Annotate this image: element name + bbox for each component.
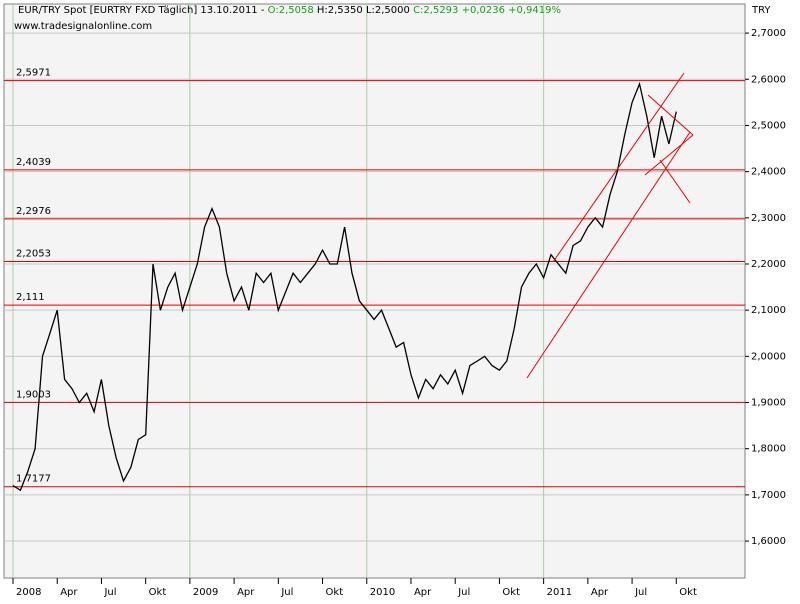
- chart-title: EUR/TRY Spot [EURTRY FXD Täglich] 13.10.…: [18, 5, 561, 16]
- x-tick-label: 2011: [547, 587, 572, 598]
- y-tick-label: 2,0000: [751, 351, 786, 362]
- x-tick-label: Apr: [414, 587, 432, 598]
- wedge-tail: [659, 159, 691, 204]
- y-tick-label: 1,7000: [751, 490, 786, 501]
- y-tick-label: 1,9000: [751, 398, 786, 409]
- y-tick-label: 2,7000: [751, 28, 786, 39]
- x-tick-label: Jul: [634, 587, 647, 598]
- level-label: 2,4039: [16, 157, 51, 168]
- y-tick-label: 2,1000: [751, 305, 786, 316]
- x-tick-label: Jul: [457, 587, 470, 598]
- grid: [4, 4, 745, 578]
- level-label: 2,2976: [16, 206, 51, 217]
- level-label: 1,9003: [16, 389, 51, 400]
- title-part: EUR/TRY Spot [EURTRY FXD Täglich] 13.10.…: [18, 5, 268, 16]
- x-tick-label: Jul: [280, 587, 293, 598]
- wedge-upper: [647, 94, 694, 136]
- x-tick-label: 2010: [370, 587, 395, 598]
- level-label: 2,111: [16, 292, 45, 303]
- axes: 1,6000 1,7000 1,8000 1,9000 2,0000 2,1000 2,20…: [12, 28, 786, 598]
- x-tick-label: Apr: [591, 587, 609, 598]
- channel-lower: [526, 131, 691, 379]
- trend-channel: [526, 72, 694, 379]
- y-tick-label: 1,6000: [751, 536, 786, 547]
- level-label: 2,5971: [16, 68, 51, 79]
- level-label: 1,7177: [16, 474, 51, 485]
- title-part: H:2,5350 L:2,5000: [314, 5, 413, 16]
- plot-area: [3, 3, 746, 579]
- level-label: 2,2053: [16, 249, 51, 260]
- title-part: O:2,5058: [268, 5, 314, 16]
- x-tick-label: Okt: [149, 587, 167, 598]
- title-part: C:2,5293 +0,0236 +0,9419%: [413, 5, 561, 16]
- x-tick-label: Jul: [103, 587, 116, 598]
- x-tick-label: Okt: [679, 587, 697, 598]
- x-tick-label: Apr: [237, 587, 255, 598]
- y-tick-label: 2,2000: [751, 259, 786, 270]
- subtitle: www.tradesignalonline.com: [14, 21, 152, 32]
- series: [12, 81, 677, 492]
- channel-upper: [552, 72, 685, 263]
- wedge-lower: [644, 134, 694, 176]
- y-tick-label: 2,5000: [751, 120, 786, 131]
- x-tick-label: 2009: [193, 587, 218, 598]
- y-tick-label: 2,3000: [751, 213, 786, 224]
- x-tick-label: Apr: [60, 587, 78, 598]
- x-tick-label: Okt: [326, 587, 344, 598]
- price-line: [12, 81, 677, 492]
- levels: 2,5971 2,4039 2,2976 2,2053 2,111 1,9003 1,717…: [4, 68, 745, 488]
- y-tick-label: 2,6000: [751, 74, 786, 85]
- y-axis-title: TRY: [751, 5, 771, 16]
- x-tick-label: Okt: [502, 587, 520, 598]
- y-tick-label: 1,8000: [751, 444, 786, 455]
- x-tick-label: 2008: [16, 587, 41, 598]
- y-tick-label: 2,4000: [751, 167, 786, 178]
